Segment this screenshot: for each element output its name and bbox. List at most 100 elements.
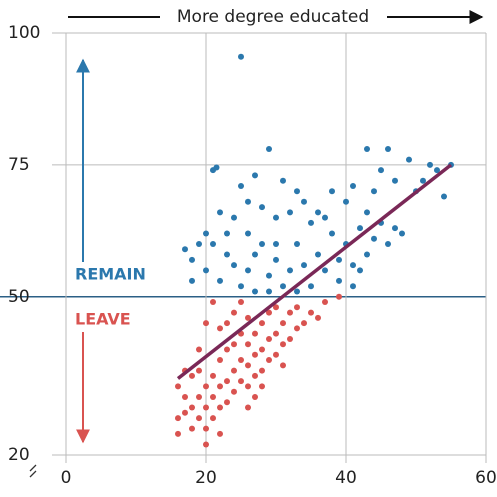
point <box>273 304 279 311</box>
y-tick-label: 50 <box>8 287 30 307</box>
point <box>245 383 251 390</box>
point <box>259 204 265 211</box>
x-tick-label: 40 <box>335 468 357 488</box>
y-tick-label: 100 <box>8 23 40 43</box>
point <box>259 383 265 390</box>
point <box>280 283 286 290</box>
point <box>238 283 244 290</box>
point <box>371 188 377 195</box>
point <box>196 346 202 353</box>
point <box>245 267 251 274</box>
point <box>399 230 405 237</box>
point <box>287 209 293 216</box>
point <box>196 241 202 247</box>
point <box>203 320 209 327</box>
point <box>343 198 349 205</box>
axis-break <box>29 464 37 478</box>
point <box>231 341 237 348</box>
point <box>294 325 300 332</box>
point <box>203 267 209 274</box>
point <box>287 267 293 274</box>
point <box>273 241 279 247</box>
point <box>231 262 237 269</box>
point <box>315 209 321 216</box>
remain-label: REMAIN <box>75 265 146 284</box>
point <box>210 241 216 247</box>
point <box>189 404 195 411</box>
point <box>224 346 230 353</box>
x-tick-label: 60 <box>475 468 497 488</box>
point <box>385 146 391 153</box>
point <box>238 299 244 306</box>
point <box>259 320 265 327</box>
point <box>301 262 307 269</box>
point <box>336 256 342 263</box>
point <box>210 415 216 422</box>
point <box>189 277 195 284</box>
point <box>308 283 314 290</box>
point <box>245 341 251 348</box>
point <box>224 230 230 237</box>
point <box>217 357 223 364</box>
point <box>301 320 307 327</box>
point <box>252 351 258 358</box>
point <box>266 335 272 342</box>
x-tick-label: 20 <box>195 468 217 488</box>
point <box>322 214 328 221</box>
point <box>231 309 237 316</box>
point <box>238 182 244 189</box>
point <box>259 367 265 374</box>
point <box>245 198 251 205</box>
point <box>259 241 265 247</box>
point <box>189 425 195 432</box>
point <box>203 425 209 432</box>
point <box>280 341 286 348</box>
point <box>238 53 244 60</box>
point <box>280 320 286 327</box>
trend-line <box>176 163 453 380</box>
point <box>196 367 202 374</box>
point <box>196 393 202 400</box>
point <box>231 214 237 221</box>
point <box>441 193 447 200</box>
point <box>210 299 216 306</box>
point <box>217 277 223 284</box>
point <box>308 309 314 316</box>
point <box>350 283 356 290</box>
point <box>224 378 230 385</box>
point <box>266 309 272 316</box>
point <box>196 415 202 422</box>
point <box>231 388 237 395</box>
point <box>238 378 244 385</box>
point <box>252 393 258 400</box>
point <box>182 246 188 253</box>
point <box>406 156 412 163</box>
point <box>252 251 258 258</box>
point <box>213 164 220 171</box>
point <box>336 293 342 300</box>
point <box>294 188 300 195</box>
point <box>217 404 223 411</box>
point <box>336 277 342 284</box>
point <box>210 393 216 400</box>
point <box>217 209 223 216</box>
point <box>357 225 363 232</box>
point <box>294 288 300 295</box>
point <box>245 314 251 321</box>
point <box>392 225 398 232</box>
point <box>210 372 216 379</box>
point <box>308 219 314 226</box>
point <box>224 320 230 327</box>
point <box>280 177 286 184</box>
point <box>266 357 272 364</box>
point <box>266 272 272 279</box>
leave-label: LEAVE <box>75 310 131 329</box>
point <box>266 288 272 295</box>
point <box>203 441 209 448</box>
point <box>245 404 251 411</box>
point <box>329 230 335 237</box>
point <box>322 267 328 274</box>
point <box>357 267 363 274</box>
point <box>434 167 440 174</box>
point <box>294 241 300 247</box>
